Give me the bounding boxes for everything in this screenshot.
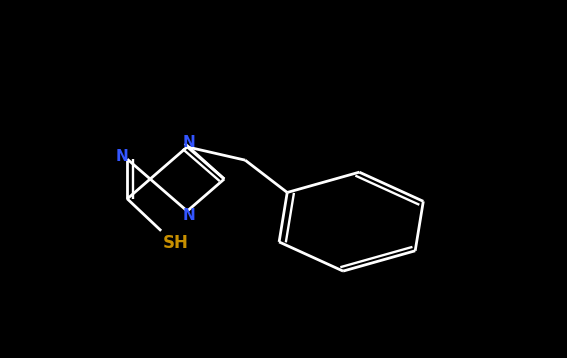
Text: N: N [183,135,196,150]
Text: N: N [116,149,128,164]
Text: N: N [183,208,196,223]
Text: SH: SH [163,234,189,252]
